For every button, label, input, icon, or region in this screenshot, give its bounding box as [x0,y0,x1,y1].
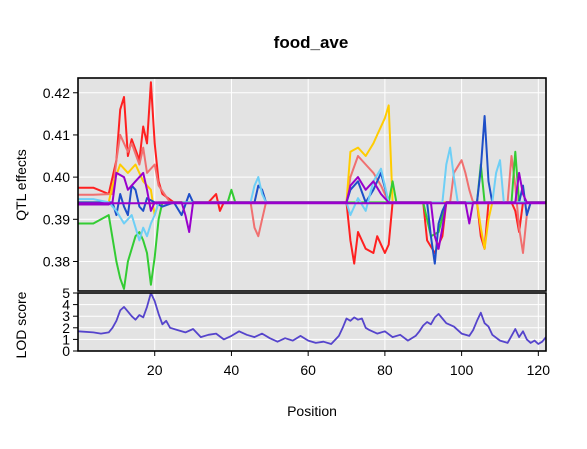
chart-title: food_ave [274,33,349,52]
x-tick-label: 40 [224,362,240,378]
lod-y-tick-label: 4 [62,297,70,313]
top-y-tick-label: 0.39 [43,211,70,227]
lod-y-tick-label: 0 [62,343,70,359]
qtl-effect-series-line [78,104,546,250]
lod-score-line [78,293,546,345]
top-y-tick-label: 0.42 [43,85,70,101]
position-x-axis: 20 40 60 80 100 120 [147,351,550,378]
lod-score-y-label: LOD score [13,291,29,358]
top-y-tick-label: 0.40 [43,169,70,185]
lod-score-lines [78,293,546,345]
top-y-tick-label: 0.38 [43,253,70,269]
qtl-effect-series-line [78,81,546,265]
x-axis-label: Position [287,403,337,419]
x-tick-label: 120 [527,362,551,378]
qtl-effects-panel: 0.38 0.39 0.40 0.41 0.42 QTL effects [13,77,547,292]
lod-score-frame [77,292,547,352]
qtl-effects-y-label: QTL effects [13,149,29,221]
x-tick-label: 80 [377,362,393,378]
x-tick-label: 20 [147,362,163,378]
x-tick-label: 60 [300,362,316,378]
lod-y-tick-label: 1 [62,331,70,347]
qtl-effect-series-line [78,171,546,250]
top-y-tick-label: 0.41 [43,127,70,143]
qtl-effects-y-axis: 0.38 0.39 0.40 0.41 0.42 [43,85,78,269]
qtl-effects-lines [78,81,546,290]
qtl-effects-frame [77,77,547,292]
lod-y-tick-label: 3 [62,308,70,324]
x-tick-label: 100 [450,362,474,378]
qtl-effects-gridlines [78,78,546,291]
lod-y-tick-label: 5 [62,285,70,301]
lod-y-tick-label: 2 [62,320,70,336]
qtl-effect-series-line [78,133,546,254]
